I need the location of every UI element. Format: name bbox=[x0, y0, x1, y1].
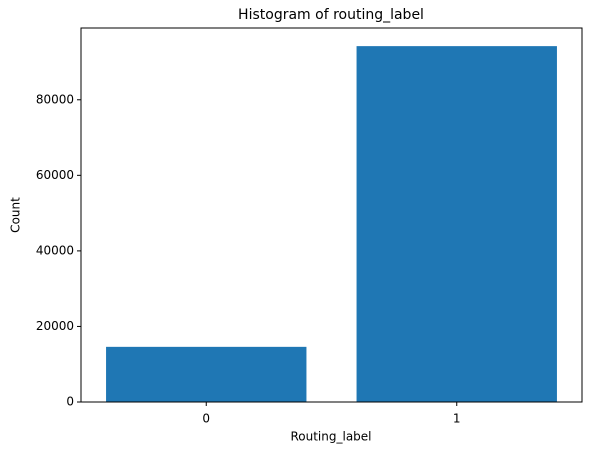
y-tick-label: 20000 bbox=[36, 319, 74, 333]
plot-frame bbox=[80, 27, 583, 403]
y-tick-label: 40000 bbox=[36, 243, 74, 257]
bar bbox=[356, 46, 557, 403]
x-tick-label: 0 bbox=[202, 412, 210, 426]
y-tick-label: 80000 bbox=[36, 92, 74, 106]
bar bbox=[106, 346, 307, 402]
y-tick-label: 60000 bbox=[36, 168, 74, 182]
y-axis-label: Count bbox=[9, 197, 23, 233]
y-tick-label: 0 bbox=[66, 395, 74, 409]
x-axis-label: Routing_label bbox=[290, 430, 371, 444]
x-tick-label: 1 bbox=[453, 412, 461, 426]
chart-title: Histogram of routing_label bbox=[238, 7, 424, 23]
